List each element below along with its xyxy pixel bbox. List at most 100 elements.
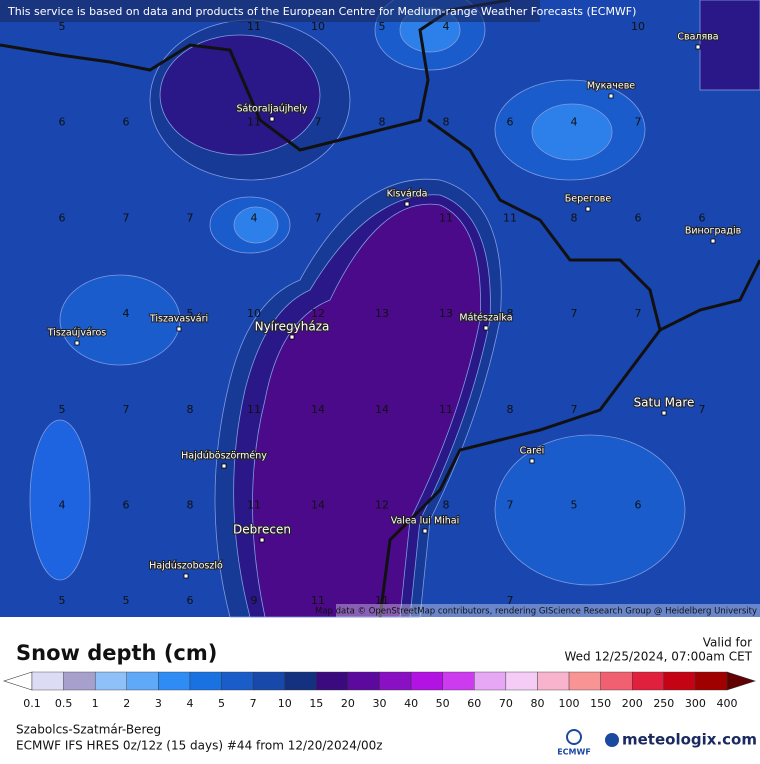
grid-value: 14 (311, 403, 325, 416)
colorbar-tick-label: 30 (373, 697, 387, 710)
colorbar-segment (347, 671, 380, 691)
city-label: Виноградів (685, 226, 742, 237)
grid-value: 8 (443, 499, 450, 512)
grid-value: 11 (247, 403, 261, 416)
colorbar-tick-label: 150 (590, 697, 611, 710)
colorbar-segment (158, 671, 191, 691)
grid-value: 6 (59, 116, 66, 129)
grid-value: 6 (123, 499, 130, 512)
colorbar-segment (252, 671, 285, 691)
colorbar-segment (663, 671, 696, 691)
grid-value: 5 (571, 499, 578, 512)
ecmwf-logo (566, 729, 582, 745)
grid-value: 11 (247, 499, 261, 512)
grid-value: 4 (251, 211, 258, 224)
city-dot (176, 326, 182, 332)
grid-value: 8 (187, 403, 194, 416)
city-dot (404, 201, 410, 207)
city-dot (585, 206, 591, 212)
colorbar-tick-label: 60 (467, 697, 481, 710)
grid-value: 6 (507, 116, 514, 129)
colorbar-tick-label: 300 (685, 697, 706, 710)
colorbar-tick-label: 1 (92, 697, 99, 710)
region: Szabolcs-Szatmár-Bereg (16, 723, 161, 737)
grid-value: 5 (59, 20, 66, 33)
valid-label: Valid for (703, 636, 752, 650)
city-dot (422, 528, 428, 534)
grid-value: 5 (187, 307, 194, 320)
colorbar-tick-label: 2 (123, 697, 130, 710)
colorbar-tick-label: 80 (530, 697, 544, 710)
model-info: ECMWF IFS HRES 0z/12z (15 days) #44 from… (16, 739, 383, 753)
colorbar-segment (410, 671, 443, 691)
grid-value: 11 (439, 211, 453, 224)
ecmwf-label: ECMWF (557, 748, 591, 757)
city-dot (661, 410, 667, 416)
grid-value: 14 (311, 499, 325, 512)
city-dot (710, 238, 716, 244)
city-label: Valea lui Mihai (391, 516, 460, 527)
city-dot (529, 458, 535, 464)
attribution: Map data © OpenStreetMap contributors, r… (315, 607, 757, 617)
colorbar-segment (600, 671, 633, 691)
grid-value: 6 (699, 211, 706, 224)
grid-value: 8 (443, 116, 450, 129)
city-label: Tiszavasvári (149, 314, 208, 325)
grid-value: 6 (59, 211, 66, 224)
city-label: Hajdúszoboszló (149, 561, 223, 572)
city-label: Nyíregyháza (255, 320, 330, 334)
colorbar-segment (632, 671, 665, 691)
colorbar-segment (537, 671, 570, 691)
grid-value: 7 (635, 307, 642, 320)
city-label: Mátészalka (459, 313, 512, 324)
grid-value: 5 (123, 594, 130, 607)
colorbar-segment (568, 671, 601, 691)
grid-value: 11 (503, 211, 517, 224)
grid-value: 7 (699, 403, 706, 416)
notice-bar (0, 0, 540, 22)
grid-value: 10 (311, 20, 325, 33)
city-label: Kisvárda (387, 189, 428, 200)
grid-value: 10 (247, 307, 261, 320)
colorbar-tick-label: 20 (341, 697, 355, 710)
city-label: Мукачеве (587, 81, 635, 92)
colorbar-tick-label: 50 (436, 697, 450, 710)
colorbar-segment (474, 671, 507, 691)
grid-value: 10 (631, 20, 645, 33)
grid-value: 7 (571, 307, 578, 320)
city-label: Satu Mare (634, 396, 695, 410)
colorbar-segment (695, 671, 728, 691)
legend-title: Snow depth (cm) (16, 641, 217, 665)
colorbar-segment (379, 671, 412, 691)
grid-value: 7 (507, 594, 514, 607)
grid-value: 6 (635, 499, 642, 512)
city-dot (608, 93, 614, 99)
grid-value: 12 (311, 307, 325, 320)
notice: This service is based on data and produc… (7, 5, 636, 18)
grid-value: 8 (507, 403, 514, 416)
cities: Sátoraljaújhely Kisvárda Nyíregyháza Tiszav… (46, 31, 743, 579)
colorbar-segment (94, 671, 127, 691)
grid-value: 13 (439, 307, 453, 320)
colorbar-tick-label: 0.1 (23, 697, 41, 710)
city-dot (221, 463, 227, 469)
colorbar: 0.1 0.5 1 2 3 4 5 7 10 15 20 30 40 50 60 70 80 100 150 200 2… (3, 671, 756, 710)
colorbar-tick-label: 40 (404, 697, 418, 710)
grid-value: 7 (315, 116, 322, 129)
map-shading (29, 0, 760, 618)
grid-value: 7 (123, 211, 130, 224)
colorbar-segment (63, 671, 96, 691)
city-dot (74, 340, 80, 346)
brand: meteologix.com (622, 731, 757, 749)
grid-value: 6 (187, 594, 194, 607)
colorbar-tick-label: 100 (559, 697, 580, 710)
city-dot (183, 573, 189, 579)
colorbar-segment (126, 671, 159, 691)
city-label: Carei (520, 446, 545, 457)
grid-value: 5 (379, 20, 386, 33)
grid-value: 5 (59, 594, 66, 607)
city-label: Hajdúböszörmény (181, 451, 267, 462)
colorbar-tick-label: 0.5 (55, 697, 73, 710)
grid-value: 11 (439, 403, 453, 416)
colorbar-segment (316, 671, 349, 691)
